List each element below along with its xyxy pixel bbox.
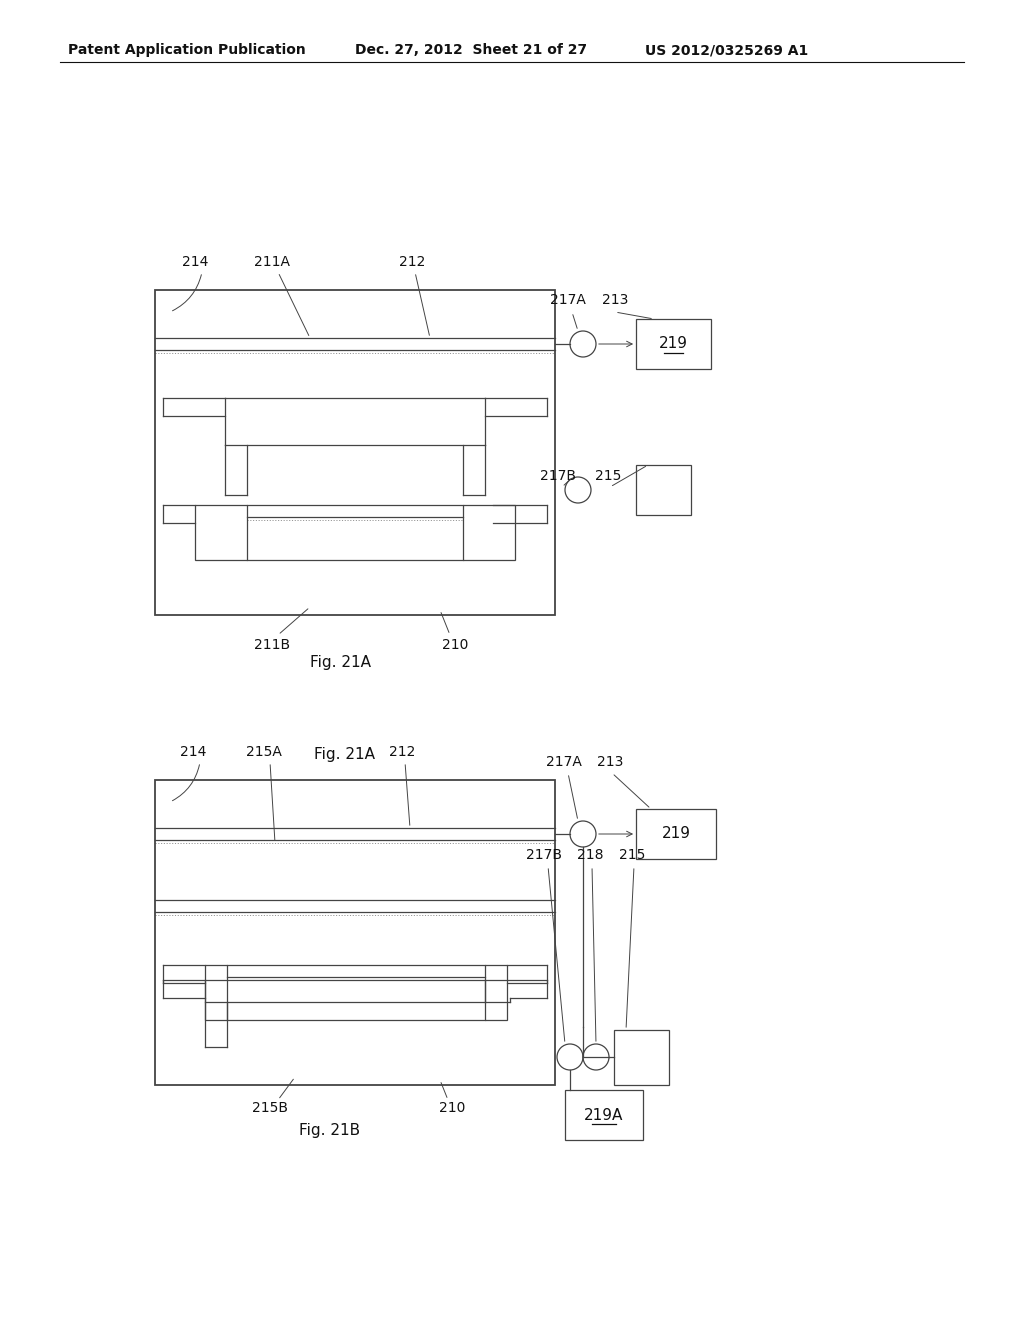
Text: Fig. 21A: Fig. 21A xyxy=(309,655,371,669)
Bar xyxy=(205,965,227,1020)
Text: 212: 212 xyxy=(389,744,415,759)
Text: 219: 219 xyxy=(662,826,690,842)
Text: 211B: 211B xyxy=(254,638,290,652)
Text: Fig. 21A: Fig. 21A xyxy=(314,747,376,763)
Text: 219: 219 xyxy=(659,337,688,351)
Text: 219A: 219A xyxy=(585,1107,624,1122)
Text: 213: 213 xyxy=(597,755,624,770)
Text: Fig. 21B: Fig. 21B xyxy=(299,1122,360,1138)
Text: US 2012/0325269 A1: US 2012/0325269 A1 xyxy=(645,44,808,57)
Text: 213: 213 xyxy=(602,293,628,308)
Text: 215A: 215A xyxy=(246,744,282,759)
Bar xyxy=(155,290,555,615)
Bar xyxy=(636,319,711,370)
Text: 215: 215 xyxy=(618,847,645,862)
Text: 212: 212 xyxy=(398,255,425,269)
Text: 217A: 217A xyxy=(550,293,586,308)
Text: 215: 215 xyxy=(595,469,622,483)
Bar xyxy=(636,465,691,515)
Bar xyxy=(485,965,507,1020)
Text: 218: 218 xyxy=(577,847,603,862)
Text: 217A: 217A xyxy=(546,755,582,770)
Text: 210: 210 xyxy=(441,638,468,652)
Text: Dec. 27, 2012  Sheet 21 of 27: Dec. 27, 2012 Sheet 21 of 27 xyxy=(355,44,587,57)
Text: 214: 214 xyxy=(180,744,206,759)
Text: Patent Application Publication: Patent Application Publication xyxy=(68,44,306,57)
Bar xyxy=(614,1030,669,1085)
Bar xyxy=(565,1090,643,1140)
Text: 215B: 215B xyxy=(252,1101,288,1115)
Text: 217B: 217B xyxy=(540,469,575,483)
Bar xyxy=(636,809,716,859)
Text: 214: 214 xyxy=(182,255,208,269)
Bar xyxy=(195,506,247,560)
Text: 211A: 211A xyxy=(254,255,290,269)
Bar xyxy=(463,506,515,560)
Bar xyxy=(155,780,555,1085)
Text: 210: 210 xyxy=(439,1101,465,1115)
Text: 217B: 217B xyxy=(526,847,562,862)
